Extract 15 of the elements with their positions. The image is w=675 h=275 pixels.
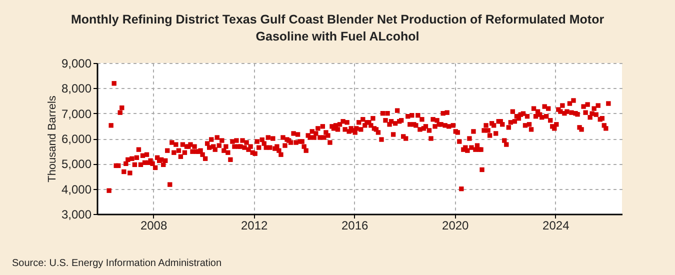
x-tick-label: 2016 [341, 218, 369, 232]
x-tick-label: 2020 [442, 218, 470, 232]
y-tick-label: 4,000 [61, 182, 92, 196]
chart-title: Monthly Refining District Texas Gulf Coast Blender Net Production of Reformulated Motor Gasoline with Fuel ALcohol [70, 12, 604, 44]
y-tick-label: 3,000 [61, 208, 92, 222]
source-note: Source: U.S. Energy Information Administration [12, 258, 222, 269]
y-tick-label: 7,000 [61, 106, 92, 121]
y-axis-title: Thousand Barrels [46, 95, 58, 182]
x-tick-label: 2012 [240, 218, 268, 232]
y-tick-label: 8,000 [61, 82, 92, 96]
y-tick-label: 5,000 [61, 157, 92, 172]
x-tick-label: 2024 [542, 218, 570, 232]
x-tick-label: 2008 [140, 218, 168, 232]
y-tick-label: 6,000 [61, 132, 92, 146]
y-tick-label: 9,000 [61, 56, 92, 70]
